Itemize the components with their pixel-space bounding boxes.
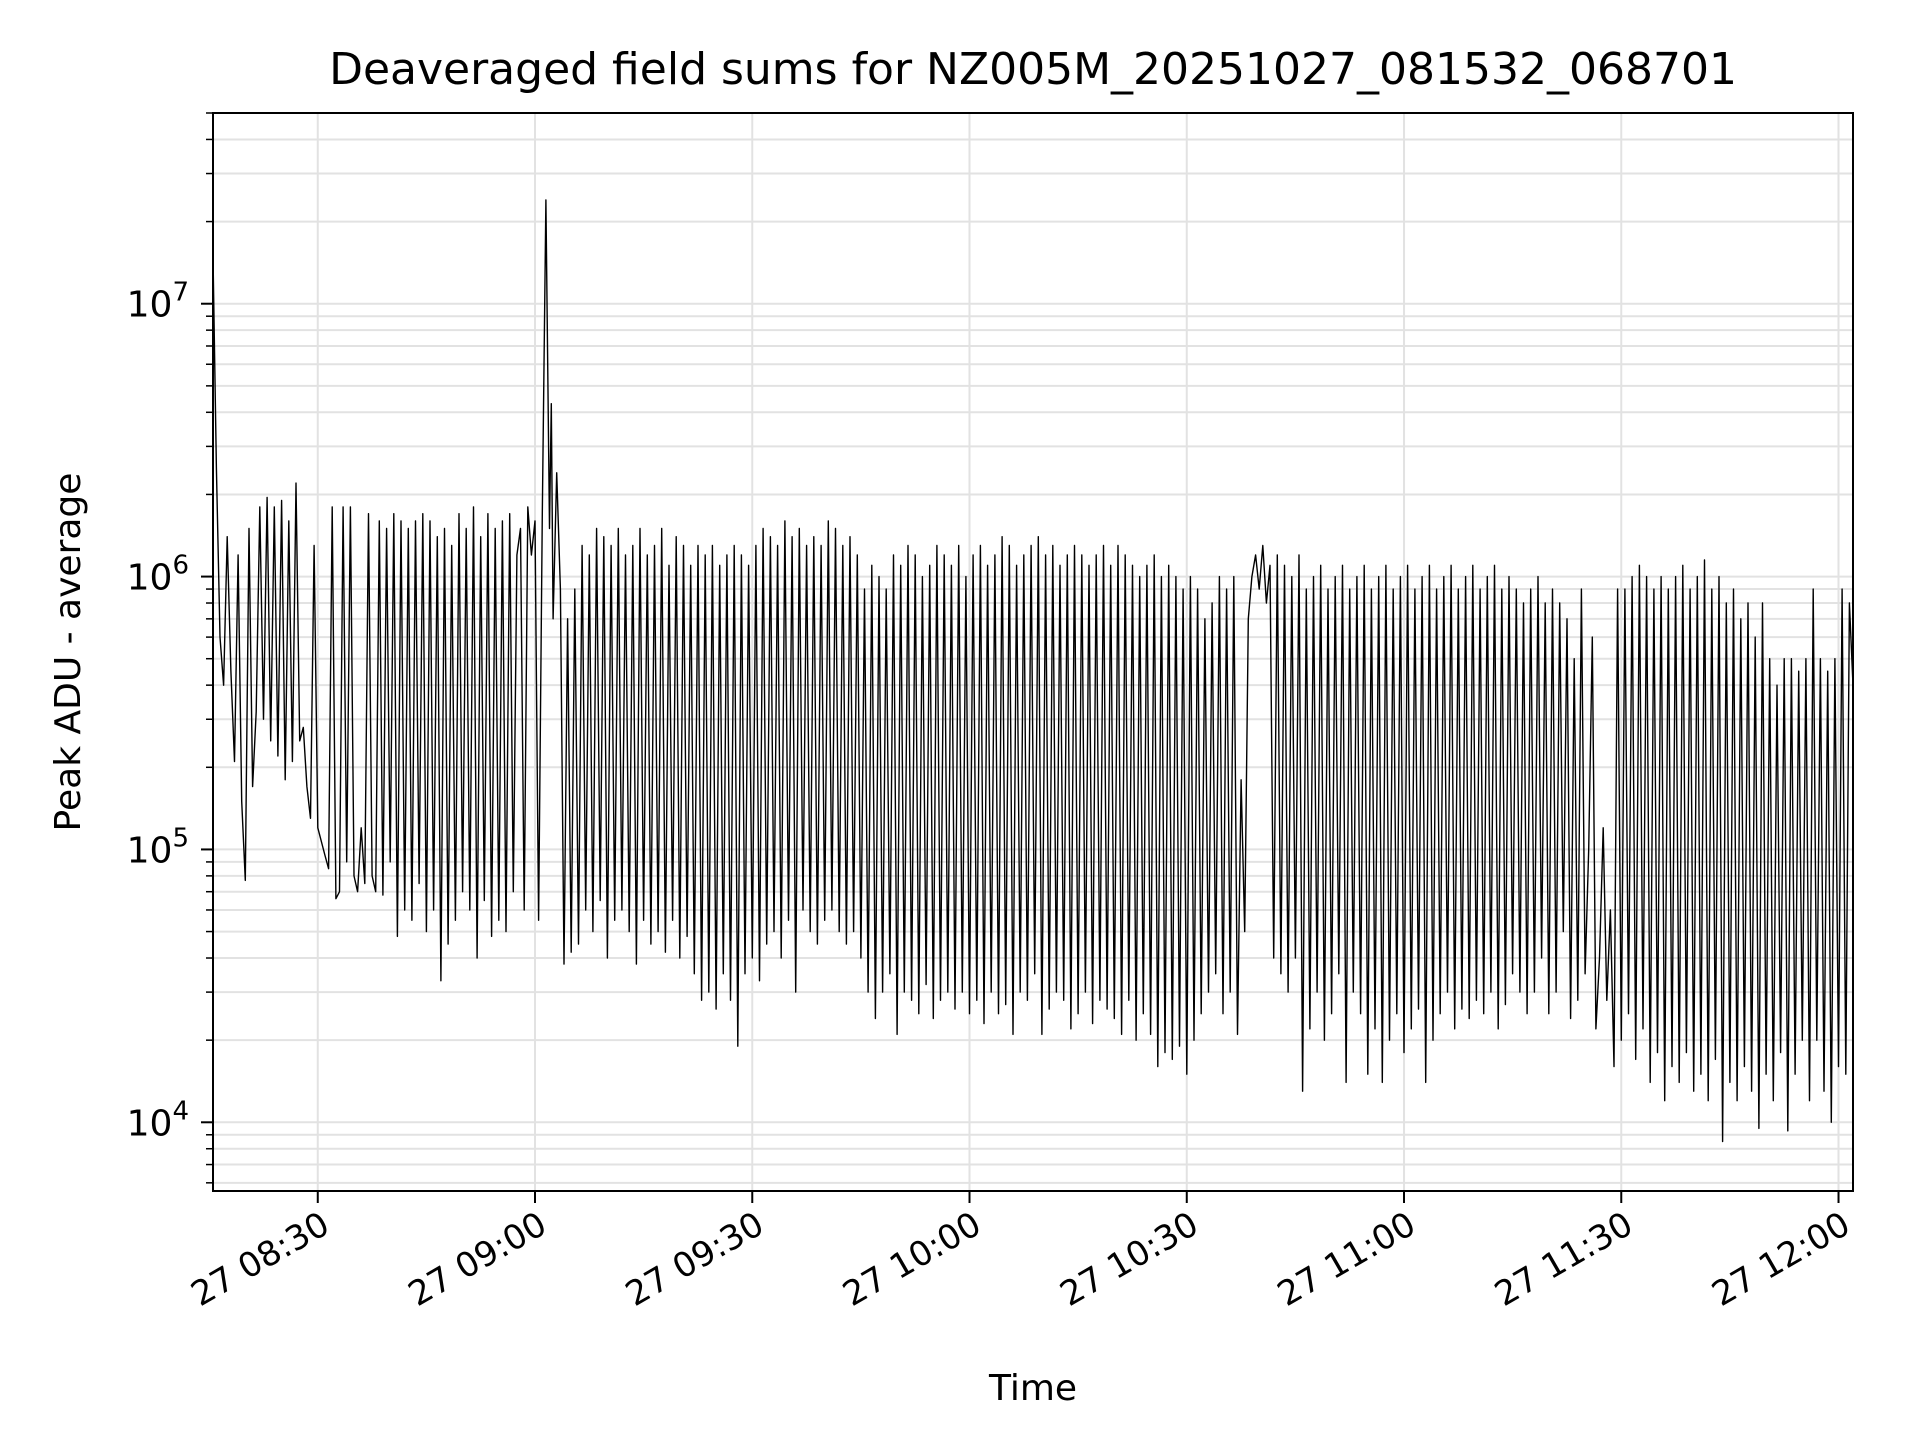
chart-title: Deaveraged field sums for NZ005M_2025102… <box>329 44 1737 95</box>
y-tick-label: 107 <box>127 278 189 326</box>
y-tick-label-exponent: 4 <box>172 1096 189 1126</box>
x-axis-label: Time <box>988 1368 1077 1409</box>
y-tick-label-exponent: 6 <box>172 551 189 581</box>
series-line <box>212 199 1854 1143</box>
y-tick-label-base: 10 <box>127 285 173 326</box>
y-tick-label: 106 <box>127 551 189 599</box>
y-tick-label: 104 <box>127 1096 189 1144</box>
data-series <box>212 199 1854 1143</box>
y-tick-label: 105 <box>127 823 189 871</box>
y-tick-label-base: 10 <box>127 1103 173 1144</box>
y-tick-label-base: 10 <box>127 830 173 871</box>
plot-area-frame <box>212 112 1854 1192</box>
y-tick-label-base: 10 <box>127 558 173 599</box>
y-axis-label: Peak ADU - average <box>48 473 89 832</box>
y-tick-label-exponent: 7 <box>172 278 189 308</box>
y-tick-label-exponent: 5 <box>172 823 189 853</box>
